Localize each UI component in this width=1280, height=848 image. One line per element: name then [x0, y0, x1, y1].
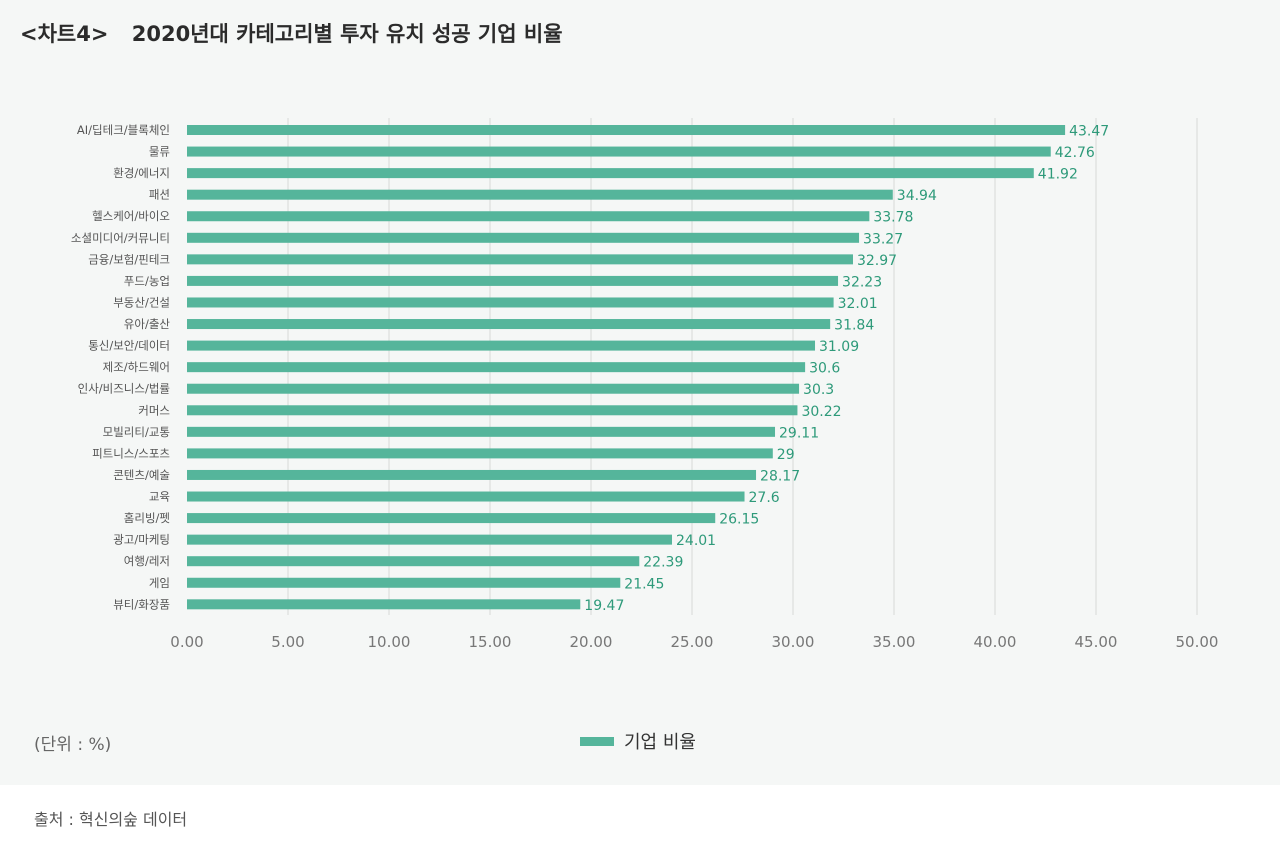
bar: [187, 513, 716, 524]
x-tick-labels: 0.00 5.00 10.00 15.00 20.00 25.00 30.00 35.00 40…: [170, 633, 1218, 651]
chart-title-text: 2020년대 카테고리별 투자 유치 성공 기업 비율: [131, 22, 563, 46]
legend-swatch: [580, 736, 614, 746]
source-note: 출처 : 혁신의숲 데이터: [34, 810, 188, 829]
category-label: 게임: [149, 576, 170, 590]
category-label: 뷰티/화장품: [113, 597, 170, 611]
category-label: 여행/레저: [124, 554, 170, 568]
category-labels: AI/딥테크/블록체인물류환경/에너지패션헬스케어/바이오소셜미디어/커뮤니티금…: [71, 123, 171, 611]
bar: [187, 168, 1034, 179]
bar: [187, 383, 800, 394]
value-label: 22.39: [643, 555, 683, 571]
bar: [187, 405, 798, 416]
category-label: 모빌리티/교통: [103, 425, 170, 439]
value-label: 26.15: [719, 512, 759, 528]
bar: [187, 469, 757, 480]
unit-note: (단위 : %): [34, 735, 112, 755]
value-label: 27.6: [749, 490, 780, 506]
category-label: 패션: [149, 188, 170, 202]
bar: [187, 275, 839, 286]
chart-title: <차트4> 2020년대 카테고리별 투자 유치 성공 기업 비율: [20, 18, 563, 48]
value-label: 28.17: [760, 468, 800, 484]
category-label: 헬스케어/바이오: [92, 209, 170, 223]
bar: [187, 534, 673, 545]
category-label: 유아/출산: [124, 317, 171, 331]
bar: [187, 577, 621, 588]
value-label: 19.47: [584, 598, 624, 614]
x-tick-label: 40.00: [974, 633, 1017, 651]
x-tick-label: 0.00: [170, 633, 203, 651]
value-label: 29: [777, 447, 795, 463]
value-label: 30.22: [801, 404, 841, 420]
category-label: 환경/에너지: [113, 166, 170, 180]
x-tick-label: 50.00: [1176, 633, 1219, 651]
value-label: 21.45: [624, 576, 664, 592]
category-label: 소셜미디어/커뮤니티: [71, 231, 170, 245]
bar: [187, 146, 1051, 157]
value-label: 32.23: [842, 274, 882, 290]
value-label: 30.6: [809, 361, 840, 377]
category-label: 인사/비즈니스/법률: [78, 382, 170, 396]
category-label: 부동산/건설: [113, 295, 170, 309]
bar: [187, 319, 831, 330]
value-label: 32.97: [857, 253, 897, 269]
category-label: 커머스: [138, 403, 170, 417]
bar: [187, 189, 893, 200]
category-label: 제조/하드웨어: [103, 360, 170, 374]
x-tick-label: 30.00: [772, 633, 815, 651]
bar: [187, 426, 776, 437]
category-label: 광고/마케팅: [113, 533, 170, 547]
bars: [187, 125, 1066, 610]
category-label: 홈리빙/펫: [124, 511, 170, 525]
bar: [187, 232, 860, 243]
bar: [187, 556, 640, 567]
x-tick-label: 15.00: [469, 633, 512, 651]
x-tick-label: 35.00: [873, 633, 916, 651]
category-label: 피트니스/스포츠: [92, 446, 170, 460]
value-label: 42.76: [1055, 145, 1095, 161]
bar: [187, 297, 834, 308]
bar: [187, 211, 870, 222]
category-label: 통신/보안/데이터: [88, 339, 170, 353]
bar: [187, 599, 581, 610]
bar: [187, 340, 816, 351]
value-label: 41.92: [1038, 167, 1078, 183]
x-tick-label: 25.00: [671, 633, 714, 651]
value-label: 33.27: [863, 231, 903, 247]
value-label: 29.11: [779, 425, 819, 441]
value-labels: 43.47 42.76 41.92 34.94 33.78 33.27 32.97 32.23…: [584, 124, 1109, 614]
x-tick-label: 45.00: [1075, 633, 1118, 651]
x-tick-label: 5.00: [271, 633, 304, 651]
value-label: 43.47: [1069, 124, 1109, 140]
category-label: 콘텐츠/예술: [113, 468, 170, 482]
category-label: AI/딥테크/블록체인: [77, 123, 170, 137]
x-tick-label: 20.00: [570, 633, 613, 651]
category-label: 교육: [149, 490, 170, 504]
value-label: 33.78: [873, 210, 913, 226]
value-label: 24.01: [676, 533, 716, 549]
legend-label: 기업 비율: [624, 732, 696, 753]
value-label: 30.3: [803, 382, 834, 398]
bar: [187, 491, 745, 502]
bar: [187, 125, 1066, 135]
value-label: 34.94: [897, 188, 937, 204]
chart-number: <차트4>: [20, 22, 109, 46]
value-label: 31.84: [834, 318, 874, 334]
category-label: 물류: [149, 145, 170, 159]
x-tick-label: 10.00: [368, 633, 411, 651]
legend: 기업 비율: [580, 728, 696, 754]
bar-chart: AI/딥테크/블록체인물류환경/에너지패션헬스케어/바이오소셜미디어/커뮤니티금…: [71, 118, 1218, 651]
bar: [187, 362, 806, 373]
bar: [187, 448, 773, 459]
category-label: 푸드/농업: [124, 274, 170, 288]
value-label: 32.01: [838, 296, 878, 312]
value-label: 31.09: [819, 339, 859, 355]
bar: [187, 254, 853, 265]
category-label: 금융/보험/핀테크: [88, 252, 170, 266]
